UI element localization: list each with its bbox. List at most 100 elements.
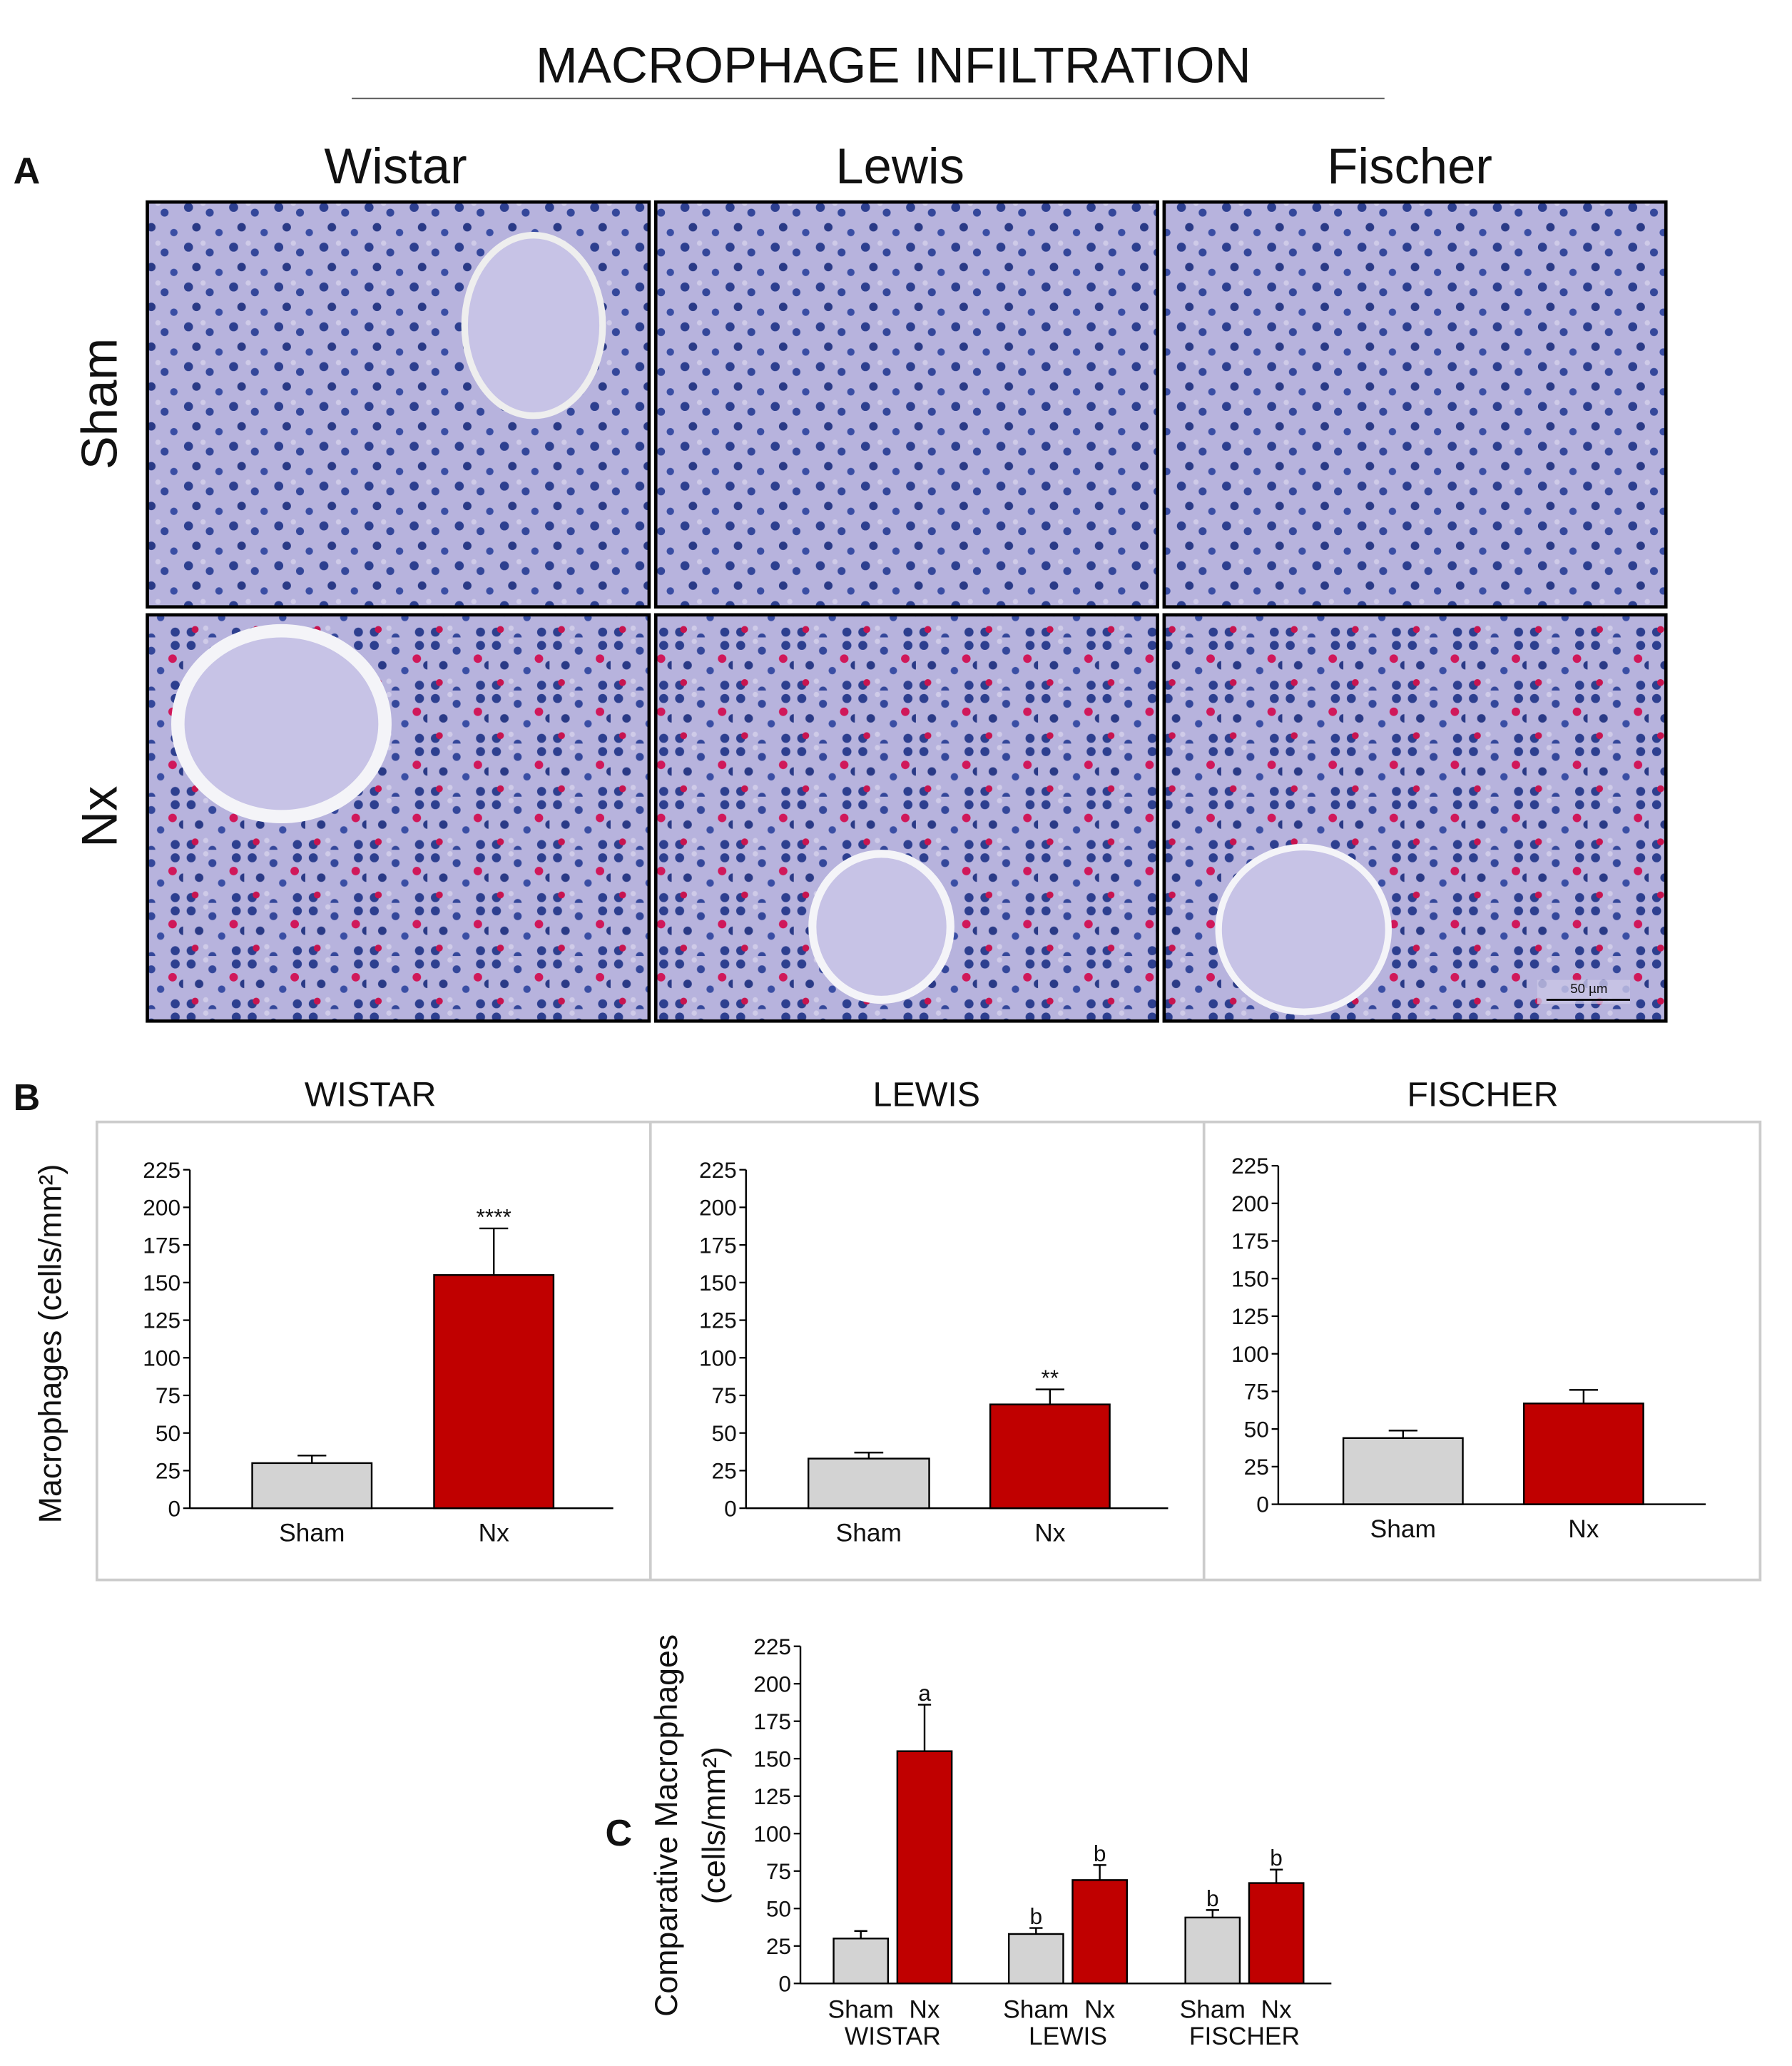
micrograph [653, 200, 1159, 609]
series-label: Nx [1084, 1996, 1116, 2024]
y-tick-label: 175 [699, 1232, 737, 1258]
y-tick-label: 50 [1244, 1416, 1269, 1442]
bar [1342, 1437, 1464, 1505]
y-tick-label: 25 [156, 1458, 180, 1484]
y-tick-label: 125 [143, 1308, 180, 1333]
bar [896, 1750, 953, 1985]
y-tick-label: 200 [699, 1195, 737, 1221]
glomerulus [1215, 843, 1392, 1015]
row-label: Nx [71, 785, 128, 847]
y-tick-label: 50 [156, 1420, 180, 1446]
y-tick-label: 75 [766, 1858, 791, 1884]
y-tick-label: 50 [712, 1420, 737, 1446]
x-tick-label: Sham [279, 1520, 345, 1547]
bar [1071, 1879, 1128, 1985]
annotation: a [918, 1680, 931, 1706]
figure-title: MACROPHAGE INFILTRATION [536, 37, 1251, 93]
y-tick-label: 75 [156, 1383, 180, 1408]
y-tick-label: 150 [143, 1270, 180, 1296]
bar [833, 1938, 890, 1985]
panel-b-frame [95, 1120, 1762, 1582]
y-tick-label: 225 [753, 1634, 791, 1659]
bar [1522, 1403, 1644, 1505]
y-tick-label: 100 [699, 1345, 737, 1370]
panel-label: A [14, 151, 41, 192]
annotation: b [1094, 1841, 1106, 1866]
row-label: Sham [71, 338, 128, 470]
bar [251, 1462, 373, 1510]
y-tick-label: 225 [1231, 1153, 1269, 1179]
annotation: b [1270, 1845, 1283, 1871]
y-tick-label: 75 [1244, 1379, 1269, 1405]
y-tick-label: 25 [766, 1933, 791, 1959]
y-tick-label: 225 [699, 1157, 737, 1183]
series-label: Sham [1003, 1996, 1069, 2024]
y-tick-label: 125 [699, 1308, 737, 1333]
y-tick-label: 200 [143, 1195, 180, 1221]
column-label: Lewis [835, 138, 964, 194]
y-tick-label: 0 [168, 1495, 180, 1521]
column-label: Fischer [1327, 138, 1492, 194]
bar [1007, 1933, 1064, 1985]
x-tick-label: Nx [1568, 1515, 1599, 1543]
micrographs: 50 µm [146, 200, 1668, 1023]
glomerulus [171, 624, 392, 824]
series-label: Nx [909, 1996, 940, 2024]
x-tick-label: Nx [479, 1520, 510, 1547]
series-label: Sham [828, 1996, 894, 2024]
annotation: ** [1042, 1365, 1059, 1390]
annotation: b [1206, 1886, 1219, 1911]
x-tick-label: Nx [1034, 1520, 1066, 1547]
y-tick-label: 200 [1231, 1191, 1269, 1216]
y-tick-label: 125 [753, 1783, 791, 1809]
bar [1184, 1916, 1241, 1985]
bar [433, 1274, 555, 1510]
bar [807, 1457, 930, 1510]
y-tick-label: 25 [1244, 1454, 1269, 1480]
bar [1248, 1882, 1305, 1985]
chart-title: LEWIS [873, 1075, 981, 1114]
y-tick-label: 100 [753, 1821, 791, 1846]
glomerulus [808, 850, 954, 1004]
y-axis-label: Comparative Macrophages [649, 1634, 684, 2017]
y-tick-label: 175 [753, 1709, 791, 1734]
x-tick-label: WISTAR [845, 2022, 941, 2050]
y-tick-label: 75 [712, 1383, 737, 1408]
y-tick-label: 0 [724, 1495, 737, 1521]
y-tick-label: 100 [1231, 1341, 1269, 1367]
panel-label: C [605, 1813, 632, 1854]
y-tick-label: 100 [143, 1345, 180, 1370]
y-tick-label: 125 [1231, 1303, 1269, 1329]
y-tick-label: 50 [766, 1895, 791, 1921]
chart-title: FISCHER [1407, 1075, 1558, 1114]
column-label: Wistar [324, 138, 467, 194]
micrograph [1162, 200, 1668, 609]
series-label: Sham [1180, 1996, 1246, 2024]
y-tick-label: 150 [1231, 1266, 1269, 1291]
y-tick-label: 25 [712, 1458, 737, 1484]
glomerulus [461, 232, 606, 419]
annotation: b [1030, 1903, 1043, 1929]
x-tick-label: Sham [1370, 1515, 1436, 1543]
y-tick-label: 175 [143, 1232, 180, 1258]
x-tick-label: LEWIS [1029, 2022, 1107, 2050]
bar [989, 1403, 1111, 1510]
y-tick-label: 0 [1256, 1492, 1269, 1517]
y-tick-label: 175 [1231, 1228, 1269, 1254]
y-tick-label: 200 [753, 1671, 791, 1696]
x-tick-label: FISCHER [1189, 2022, 1300, 2050]
panel-label: B [14, 1077, 41, 1119]
x-tick-label: Sham [836, 1520, 902, 1547]
y-tick-label: 0 [778, 1970, 791, 1996]
y-axis-label: (cells/mm²) [697, 1747, 732, 1905]
chart-title: WISTAR [305, 1075, 436, 1114]
scale-bar-label: 50 µm [1570, 981, 1607, 996]
y-tick-label: 150 [699, 1270, 737, 1296]
y-tick-label: 225 [143, 1157, 180, 1183]
annotation: **** [477, 1204, 511, 1229]
y-axis-label: Macrophages (cells/mm²) [34, 1164, 68, 1524]
y-tick-label: 150 [753, 1746, 791, 1771]
series-label: Nx [1261, 1996, 1293, 2024]
